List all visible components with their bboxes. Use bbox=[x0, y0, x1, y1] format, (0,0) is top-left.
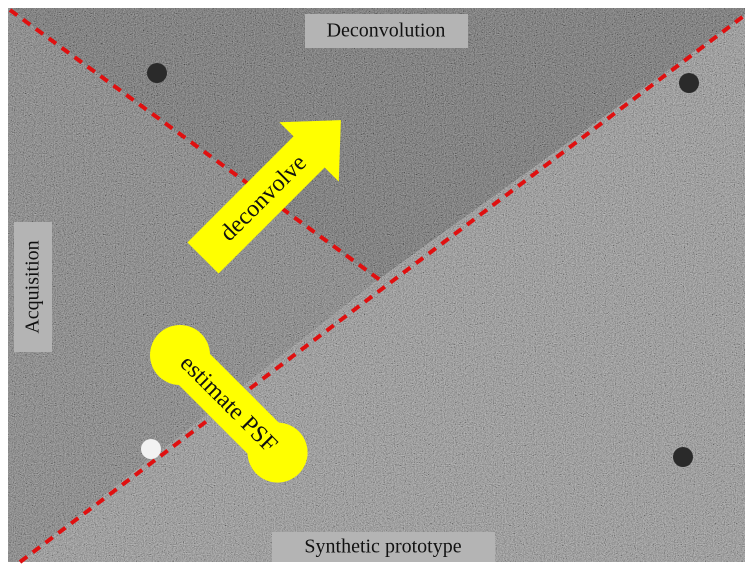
dot bbox=[679, 73, 699, 93]
region-label: Synthetic prototype bbox=[304, 536, 461, 558]
diagram: Deconvolution Acquisition Synthetic prot… bbox=[0, 0, 753, 569]
dot bbox=[141, 439, 161, 459]
dot bbox=[147, 63, 167, 83]
region-label: Deconvolution bbox=[327, 20, 446, 42]
dot bbox=[673, 447, 693, 467]
page: {"regions": {"top": "Deconvolution", "le… bbox=[0, 0, 753, 569]
region-label: Acquisition bbox=[22, 240, 44, 333]
